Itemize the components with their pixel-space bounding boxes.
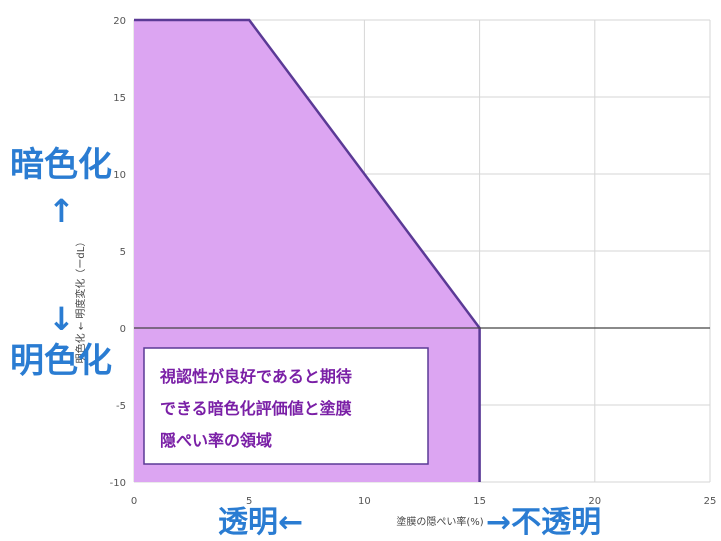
annotation-background [143, 347, 429, 465]
transparent-label: 透明← [218, 505, 303, 540]
y-tick-label: 0 [120, 324, 126, 335]
annotation-line-2: できる暗色化評価値と塗膜 [160, 399, 352, 418]
y-axis-label: 明色化 ← 明度変化（ーdL） [74, 237, 87, 364]
x-tick-label: 0 [131, 496, 137, 507]
lighten-label: 明色化 [10, 341, 112, 381]
x-tick-label: 5 [246, 496, 252, 507]
x-tick-label: 25 [704, 496, 717, 507]
annotation-line-3: 隠ぺい率の領域 [160, 431, 272, 450]
y-tick-label: 10 [113, 170, 126, 181]
y-tick-label: 5 [120, 247, 126, 258]
tick-labels: 0 5 10 15 20 25 -10 -5 0 5 10 15 20 [110, 16, 717, 507]
region-boundary-line [134, 18, 481, 482]
y-tick-label: 20 [113, 16, 126, 27]
opaque-label: →不透明 [486, 505, 601, 540]
x-tick-label: 20 [588, 496, 601, 507]
y-tick-label: 15 [113, 93, 126, 104]
x-axis-label: 塗膜の隠ぺい率(%) [396, 515, 483, 528]
annotation-line-1: 視認性が良好であると期待 [159, 367, 352, 386]
y-tick-label: -10 [110, 478, 126, 489]
up-arrow-label: ↑ [48, 192, 75, 230]
x-tick-label: 15 [473, 496, 486, 507]
darken-label: 暗色化 [10, 145, 112, 185]
down-arrow-label: ↓ [48, 300, 75, 338]
x-tick-label: 10 [358, 496, 371, 507]
y-tick-label: -5 [116, 401, 126, 412]
annotation-box: 視認性が良好であると期待 できる暗色化評価値と塗膜 隠ぺい率の領域 [143, 347, 429, 465]
